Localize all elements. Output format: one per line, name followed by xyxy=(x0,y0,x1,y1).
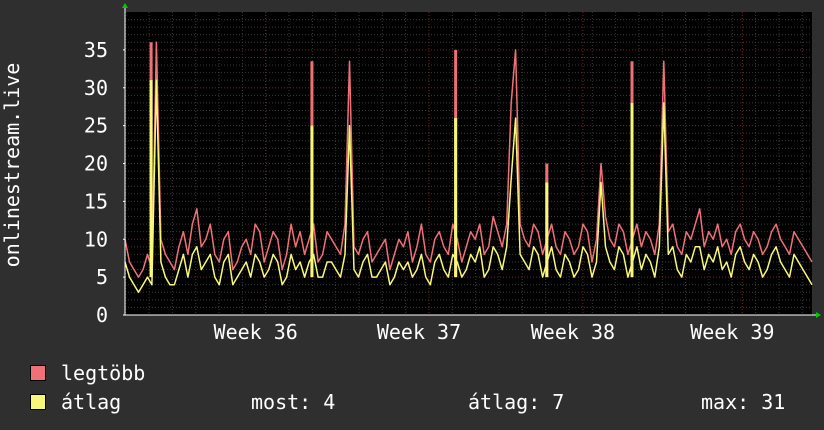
legend-item-max: legtöbb xyxy=(30,361,146,385)
y-tick-label: 35 xyxy=(84,38,108,62)
y-tick-label: 30 xyxy=(84,76,108,100)
stat-now: most: 4 xyxy=(251,390,336,414)
y-tick-label: 0 xyxy=(96,303,108,327)
y-axis-arrow xyxy=(122,3,128,8)
x-axis-arrow xyxy=(816,312,821,318)
x-tick-label: Week 36 xyxy=(214,320,298,344)
series-line-1 xyxy=(124,79,813,294)
stat-max: max: 31 xyxy=(701,390,786,414)
y-axis-label: onlinestream.live xyxy=(0,63,24,268)
legend-label-max: legtöbb xyxy=(61,361,146,385)
y-tick-label: 15 xyxy=(84,189,108,213)
y-tick-label: 20 xyxy=(84,152,108,176)
legend-swatch-max xyxy=(30,365,46,381)
x-tick-label: Week 39 xyxy=(690,320,774,344)
legend-label-avg: átlag xyxy=(61,390,122,414)
y-tick-label: 5 xyxy=(96,265,108,289)
legend-swatch-avg xyxy=(30,394,46,410)
series-line-0 xyxy=(124,41,813,278)
stat-average: átlag: 7 xyxy=(468,390,565,414)
y-tick-label: 25 xyxy=(84,114,108,138)
legend-item-avg: átlag xyxy=(30,390,122,414)
x-tick-label: Week 37 xyxy=(377,320,461,344)
y-tick-label: 10 xyxy=(84,227,108,251)
x-tick-label: Week 38 xyxy=(531,320,615,344)
